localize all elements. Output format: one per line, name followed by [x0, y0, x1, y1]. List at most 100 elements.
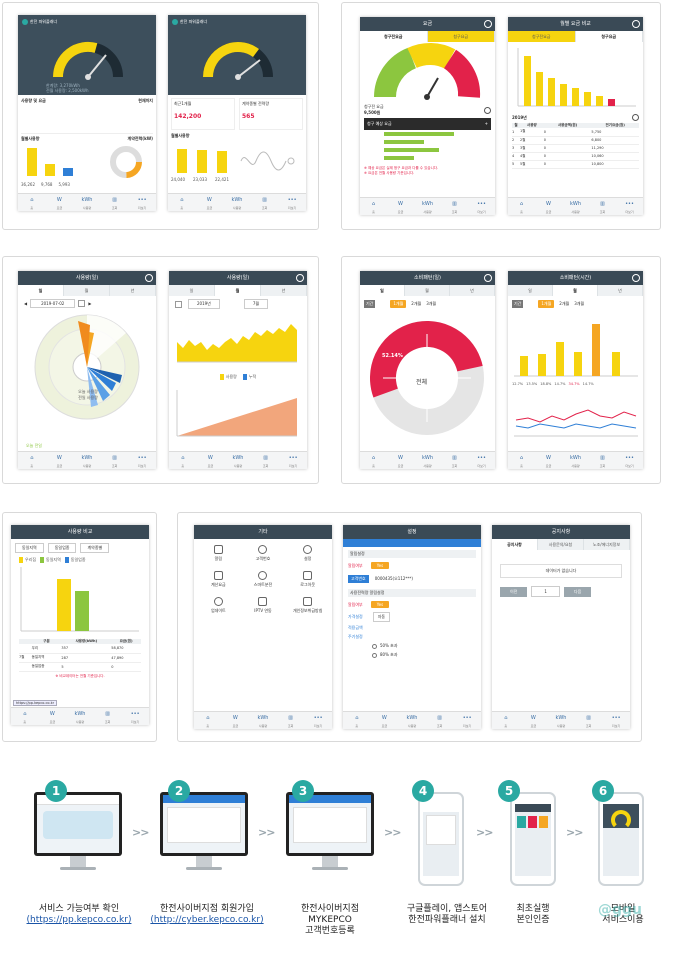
nav-more[interactable]: ••• 더보기 — [625, 455, 634, 468]
next-icon[interactable]: ▶ — [88, 301, 92, 306]
settings-icon[interactable] — [632, 274, 640, 282]
nav-fee[interactable]: W 요금 — [206, 197, 213, 210]
nav-fee[interactable]: W 요금 — [530, 715, 537, 728]
tab-year[interactable]: 년 — [110, 285, 156, 296]
nav-home[interactable]: ⌂ 홈 — [504, 715, 508, 728]
nav-usage[interactable]: kWh 사용량 — [421, 201, 433, 214]
menu-customer-number[interactable]: 고객번호 — [241, 545, 286, 562]
period-3m-button[interactable]: 3개월 — [574, 301, 585, 306]
nav-home[interactable]: ⌂ 홈 — [206, 715, 210, 728]
nav-query[interactable]: ▥ 조회 — [111, 197, 118, 210]
tab-day[interactable]: 일 — [508, 285, 553, 296]
estimate-row[interactable]: 청구 예상 요금 + — [364, 118, 491, 130]
nav-fee[interactable]: W 요금 — [545, 201, 552, 214]
nav-usage[interactable]: kWh 사용량 — [231, 197, 243, 210]
tab-month[interactable]: 월 — [405, 285, 450, 296]
menu-logout[interactable]: 로그아웃 — [285, 571, 330, 588]
nav-more[interactable]: ••• 더보기 — [137, 455, 147, 468]
compare-select-industry[interactable]: 동일업종 — [47, 543, 77, 553]
nav-usage[interactable]: kWh 사용량 — [555, 715, 567, 728]
nav-home[interactable]: ⌂ 홈 — [519, 455, 524, 468]
tab-month[interactable]: 월 — [215, 285, 261, 296]
nav-more[interactable]: ••• 더보기 — [313, 715, 323, 728]
nav-home[interactable]: ⌂ 홈 — [180, 197, 184, 210]
nav-usage[interactable]: kWh 사용량 — [406, 715, 418, 728]
nav-usage[interactable]: kWh 사용량 — [257, 715, 269, 728]
tab-billed[interactable]: 청구요금 — [427, 31, 495, 42]
nav-query[interactable]: ▥ 조회 — [451, 455, 458, 468]
nav-fee[interactable]: W 요금 — [381, 715, 388, 728]
nav-query[interactable]: ▥ 조회 — [287, 715, 294, 728]
nav-more[interactable]: ••• 더보기 — [288, 455, 298, 468]
tab-inquiry[interactable]: 사용문의/요청 — [538, 539, 584, 550]
tab-month[interactable]: 월 — [553, 285, 598, 296]
nav-fee[interactable]: W 요금 — [545, 455, 552, 468]
settings-icon[interactable] — [296, 274, 304, 282]
nav-query[interactable]: ▥ 조회 — [111, 455, 118, 468]
nav-home[interactable]: ⌂ 홈 — [355, 715, 359, 728]
customer-number-button[interactable]: 고객번호 — [348, 575, 369, 583]
nav-query[interactable]: ▥ 조회 — [261, 197, 268, 210]
month-select[interactable]: 7월 — [243, 299, 269, 309]
nav-more[interactable]: ••• 더보기 — [477, 201, 486, 214]
tab-month[interactable]: 월 — [64, 285, 110, 296]
compare-select-region[interactable]: 동일지역 — [15, 543, 44, 553]
pager-page[interactable]: 1 — [531, 586, 560, 597]
period-1m-button[interactable]: 1개월 — [390, 300, 407, 308]
tab-day[interactable]: 일 — [18, 285, 64, 296]
period-3m-button[interactable]: 3개월 — [426, 301, 437, 306]
tab-before[interactable]: 청구전요금 — [360, 31, 428, 42]
nav-fee[interactable]: W 요금 — [232, 715, 239, 728]
nav-home[interactable]: ⌂ 홈 — [181, 455, 185, 468]
step-1-link[interactable]: (https://pp.kepco.co.kr) — [26, 915, 132, 925]
period-1m-button[interactable]: 1개월 — [538, 300, 555, 308]
settings-icon[interactable] — [632, 20, 640, 28]
nav-query[interactable]: ▥ 조회 — [436, 715, 443, 728]
period-2m-button[interactable]: 2개월 — [411, 301, 422, 306]
tab-day[interactable]: 일 — [169, 285, 215, 296]
radio-icon[interactable] — [372, 652, 377, 658]
menu-update[interactable]: 업데이트 — [196, 597, 241, 614]
nav-query[interactable]: ▥ 조회 — [262, 455, 269, 468]
nav-query[interactable]: ▥ 조회 — [585, 715, 592, 728]
nav-home[interactable]: ⌂ 홈 — [371, 201, 376, 214]
tab-day[interactable]: 일 — [360, 285, 405, 296]
nav-fee[interactable]: W 요금 — [56, 455, 63, 468]
pager-next-button[interactable]: 다음 — [563, 586, 592, 597]
settings-icon[interactable] — [484, 20, 492, 28]
nav-fee[interactable]: W 요금 — [207, 455, 214, 468]
menu-privacy[interactable]: 개인정보취급방침 — [285, 597, 330, 614]
tab-billed[interactable]: 청구요금 — [575, 31, 643, 42]
menu-smart-panel[interactable]: 스마트분전 — [241, 571, 286, 588]
nav-more[interactable]: ••• 더보기 — [477, 455, 486, 468]
date-field[interactable]: 2019-07-02 — [30, 299, 76, 308]
settings-icon[interactable] — [484, 274, 492, 282]
period-2m-button[interactable]: 2개월 — [559, 301, 570, 306]
tab-year[interactable]: 년 — [450, 285, 495, 296]
usage-alarm-toggle[interactable]: Yes — [370, 601, 390, 608]
nav-query[interactable]: ▥ 조회 — [599, 455, 606, 468]
nav-home[interactable]: ⌂ 홈 — [519, 201, 524, 214]
compare-select-contract[interactable]: 계약종별 — [80, 543, 110, 553]
refresh-icon[interactable] — [484, 106, 491, 114]
nav-query[interactable]: ▥ 조회 — [104, 711, 111, 724]
nav-home[interactable]: ⌂ 홈 — [30, 455, 34, 468]
nav-usage[interactable]: kWh 사용량 — [81, 197, 93, 210]
nav-home[interactable]: ⌂ 홈 — [30, 197, 34, 210]
nav-query[interactable]: ▥ 조회 — [451, 201, 458, 214]
nav-usage[interactable]: kWh 사용량 — [569, 455, 581, 468]
nav-more[interactable]: ••• 더보기 — [287, 197, 297, 210]
nav-more[interactable]: ••• 더보기 — [611, 715, 621, 728]
nav-home[interactable]: ⌂ 홈 — [23, 711, 27, 724]
refresh-icon[interactable] — [632, 114, 639, 121]
alarm-toggle[interactable]: Yes — [370, 562, 390, 569]
year-select[interactable]: 2019년 — [188, 299, 220, 309]
nav-query[interactable]: ▥ 조회 — [599, 201, 606, 214]
tab-energy-info[interactable]: 노조/에너지정보 — [584, 539, 630, 550]
nav-fee[interactable]: W 요금 — [397, 455, 404, 468]
calendar-icon[interactable] — [78, 300, 86, 307]
tab-before[interactable]: 청구전요금 — [508, 31, 576, 42]
nav-fee[interactable]: W 요금 — [49, 711, 56, 724]
step-2-link[interactable]: (http://cyber.kepco.co.kr) — [150, 915, 264, 925]
nav-home[interactable]: ⌂ 홈 — [371, 455, 376, 468]
